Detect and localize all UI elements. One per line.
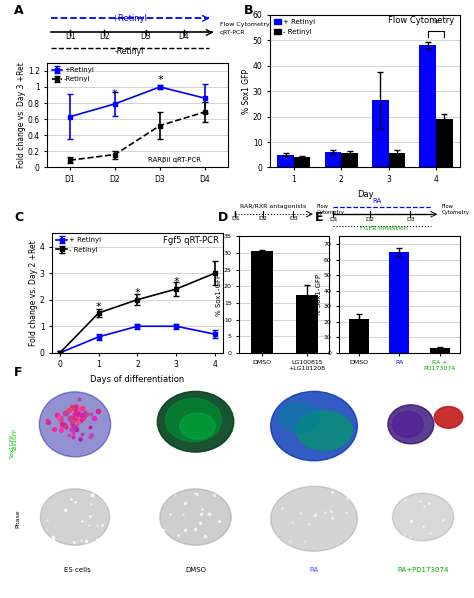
Text: *: * xyxy=(173,277,179,287)
Text: A: A xyxy=(14,4,24,17)
Text: D2: D2 xyxy=(258,216,267,221)
Legend: +Retinyl, -Retinyl: +Retinyl, -Retinyl xyxy=(51,66,95,83)
Text: RA: RA xyxy=(310,567,319,573)
Bar xyxy=(325,152,341,167)
Ellipse shape xyxy=(392,411,423,437)
Ellipse shape xyxy=(434,407,463,428)
Y-axis label: Fold change vs. Day 3 +Ret: Fold change vs. Day 3 +Ret xyxy=(17,62,26,168)
Text: D3: D3 xyxy=(289,216,298,221)
Text: F: F xyxy=(14,366,23,379)
Text: Flow Cytometry/: Flow Cytometry/ xyxy=(220,22,272,27)
Text: qRT-PCR: qRT-PCR xyxy=(220,30,246,35)
Text: *: * xyxy=(96,302,101,312)
Text: D1: D1 xyxy=(231,216,240,221)
Text: Flow
Cytometry: Flow Cytometry xyxy=(442,204,470,215)
Bar xyxy=(389,154,405,167)
Text: D: D xyxy=(218,211,228,224)
Text: FGFR inhibition: FGFR inhibition xyxy=(360,226,407,231)
Text: D2: D2 xyxy=(365,217,374,222)
Bar xyxy=(349,319,369,353)
Ellipse shape xyxy=(157,391,234,452)
Text: RA: RA xyxy=(372,199,382,205)
Text: Fgf5 qRT-PCR: Fgf5 qRT-PCR xyxy=(164,236,219,245)
Bar xyxy=(429,348,450,353)
Bar xyxy=(251,251,273,353)
Bar xyxy=(419,45,436,167)
Text: D1: D1 xyxy=(329,217,338,222)
Bar xyxy=(436,119,453,167)
Text: +Retinyl: +Retinyl xyxy=(111,14,147,23)
Text: C: C xyxy=(14,211,23,224)
Text: ES cells: ES cells xyxy=(64,567,91,573)
X-axis label: Day: Day xyxy=(356,190,374,199)
Text: DAPI/Nanog/: DAPI/Nanog/ xyxy=(13,396,18,429)
Ellipse shape xyxy=(160,489,231,545)
Text: RAR/RXR antagonists: RAR/RXR antagonists xyxy=(240,205,306,209)
Bar xyxy=(277,155,294,167)
Y-axis label: Fold change vs. Day 2 +Ret: Fold change vs. Day 2 +Ret xyxy=(29,240,38,346)
Ellipse shape xyxy=(392,493,454,541)
Text: Flow
Cytometry: Flow Cytometry xyxy=(317,204,345,215)
Y-axis label: % Sox1-GFP: % Sox1-GFP xyxy=(316,273,322,316)
Y-axis label: % Sox1-GFP: % Sox1-GFP xyxy=(217,273,222,316)
Ellipse shape xyxy=(388,405,434,444)
Text: *: * xyxy=(135,288,140,298)
Text: E: E xyxy=(315,211,324,224)
Text: RARβii qRT-PCR: RARβii qRT-PCR xyxy=(147,157,201,163)
Text: DAPI/Nanog/: DAPI/Nanog/ xyxy=(9,410,14,445)
Bar xyxy=(294,157,310,167)
Text: *: * xyxy=(112,90,118,99)
Text: D2: D2 xyxy=(99,32,109,41)
Ellipse shape xyxy=(271,391,357,460)
Legend: + Retinyl, - Retinyl: + Retinyl, - Retinyl xyxy=(55,237,101,254)
Ellipse shape xyxy=(39,392,110,457)
Text: Phase: Phase xyxy=(16,509,20,528)
Bar xyxy=(372,100,389,167)
Ellipse shape xyxy=(165,398,221,442)
Ellipse shape xyxy=(296,411,352,450)
Text: D3: D3 xyxy=(406,217,415,222)
Text: RA+PD173074: RA+PD173074 xyxy=(397,567,449,573)
Text: DMSO: DMSO xyxy=(185,567,206,573)
Ellipse shape xyxy=(180,413,215,439)
Bar xyxy=(341,154,358,167)
Ellipse shape xyxy=(278,402,319,432)
Text: Sox1GFP: Sox1GFP xyxy=(9,434,14,457)
Text: D3: D3 xyxy=(141,32,151,41)
Bar xyxy=(389,252,410,353)
Text: Flow Cytometry: Flow Cytometry xyxy=(388,17,454,26)
Text: *: * xyxy=(434,19,438,29)
X-axis label: Days of differentiation: Days of differentiation xyxy=(91,375,184,384)
Legend: + Retinyl, - Retinyl: + Retinyl, - Retinyl xyxy=(273,19,316,35)
Text: Sox1GFP: Sox1GFP xyxy=(13,428,18,450)
Text: *: * xyxy=(157,75,163,85)
Ellipse shape xyxy=(271,486,357,551)
Ellipse shape xyxy=(40,489,109,545)
Text: B: B xyxy=(244,4,254,17)
Text: D4: D4 xyxy=(179,32,189,41)
Bar xyxy=(296,295,318,353)
Y-axis label: % Sox1 GFP: % Sox1 GFP xyxy=(242,69,251,114)
Text: D1: D1 xyxy=(65,32,75,41)
Text: -Retinyl: -Retinyl xyxy=(114,47,144,56)
